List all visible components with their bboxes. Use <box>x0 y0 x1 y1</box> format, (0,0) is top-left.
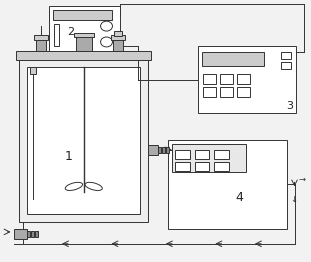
Bar <box>31 231 34 237</box>
Bar <box>27 67 140 214</box>
Bar <box>49 6 120 54</box>
Text: →: → <box>299 174 305 183</box>
Bar <box>214 162 229 171</box>
Bar <box>30 67 36 74</box>
Bar <box>53 10 113 20</box>
Bar <box>203 88 216 97</box>
Text: 3: 3 <box>286 101 293 111</box>
Bar <box>13 229 27 239</box>
Bar <box>220 88 233 97</box>
Bar <box>175 162 190 171</box>
Bar <box>203 74 216 84</box>
Bar <box>214 150 229 159</box>
Bar <box>76 35 92 51</box>
Bar <box>27 231 30 237</box>
Bar <box>158 147 161 153</box>
Bar <box>197 46 296 113</box>
Bar <box>74 33 94 37</box>
Bar <box>114 31 122 36</box>
Text: ↓: ↓ <box>290 195 298 204</box>
Bar <box>34 35 48 40</box>
Bar <box>281 52 290 59</box>
Bar <box>111 35 125 40</box>
Bar <box>195 162 209 171</box>
Bar <box>20 59 148 222</box>
Bar <box>54 24 59 46</box>
Bar <box>114 37 123 51</box>
Text: 4: 4 <box>235 191 243 204</box>
Ellipse shape <box>100 21 113 31</box>
Bar <box>220 74 233 84</box>
Bar <box>281 62 290 69</box>
Bar <box>195 150 209 159</box>
Bar <box>172 144 246 172</box>
Bar <box>148 145 158 155</box>
Text: 2: 2 <box>67 27 74 37</box>
Bar <box>166 147 169 153</box>
Bar <box>35 231 38 237</box>
Bar <box>175 150 190 159</box>
Bar <box>36 37 46 51</box>
Bar <box>237 88 250 97</box>
Ellipse shape <box>100 37 113 47</box>
Bar <box>168 140 287 229</box>
Bar <box>202 52 264 66</box>
Text: 1: 1 <box>64 150 72 163</box>
Bar <box>162 147 165 153</box>
Bar <box>237 74 250 84</box>
Bar <box>16 51 151 60</box>
